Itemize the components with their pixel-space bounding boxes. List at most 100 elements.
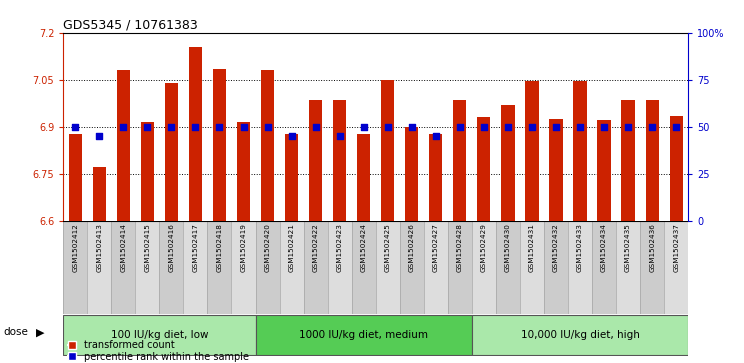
Bar bbox=[549, 119, 562, 220]
Bar bbox=[646, 100, 658, 220]
Text: 10,000 IU/kg diet, high: 10,000 IU/kg diet, high bbox=[521, 330, 640, 340]
Text: GSM1502419: GSM1502419 bbox=[240, 223, 246, 272]
Bar bbox=[304, 220, 327, 314]
Bar bbox=[213, 69, 226, 220]
Point bbox=[405, 124, 417, 130]
Legend: transformed count, percentile rank within the sample: transformed count, percentile rank withi… bbox=[68, 340, 248, 362]
Text: GDS5345 / 10761383: GDS5345 / 10761383 bbox=[63, 19, 198, 32]
Text: dose: dose bbox=[4, 327, 28, 337]
Text: ▶: ▶ bbox=[36, 327, 44, 337]
Bar bbox=[525, 81, 539, 220]
Text: GSM1502434: GSM1502434 bbox=[601, 223, 607, 272]
Text: GSM1502431: GSM1502431 bbox=[529, 223, 535, 272]
Text: GSM1502424: GSM1502424 bbox=[361, 223, 367, 272]
Point bbox=[286, 133, 298, 139]
Bar bbox=[574, 81, 587, 220]
FancyBboxPatch shape bbox=[472, 315, 688, 355]
Bar bbox=[333, 100, 346, 220]
Bar bbox=[184, 220, 208, 314]
Point bbox=[118, 124, 129, 130]
FancyBboxPatch shape bbox=[255, 315, 472, 355]
Bar bbox=[165, 83, 178, 220]
Bar bbox=[400, 220, 424, 314]
Bar bbox=[429, 134, 443, 220]
Point bbox=[622, 124, 634, 130]
Point bbox=[93, 133, 105, 139]
Bar bbox=[261, 70, 275, 220]
Point bbox=[430, 133, 442, 139]
Bar bbox=[670, 116, 683, 220]
Text: GSM1502436: GSM1502436 bbox=[650, 223, 655, 272]
Bar bbox=[376, 220, 400, 314]
Bar bbox=[141, 122, 154, 220]
Text: GSM1502422: GSM1502422 bbox=[312, 223, 318, 272]
Bar bbox=[544, 220, 568, 314]
Bar bbox=[68, 134, 82, 220]
Text: GSM1502433: GSM1502433 bbox=[577, 223, 583, 272]
Bar bbox=[135, 220, 159, 314]
Point bbox=[190, 124, 202, 130]
Bar bbox=[597, 120, 611, 220]
Bar bbox=[117, 70, 130, 220]
Text: GSM1502426: GSM1502426 bbox=[408, 223, 414, 272]
Text: GSM1502429: GSM1502429 bbox=[481, 223, 487, 272]
Text: GSM1502423: GSM1502423 bbox=[337, 223, 343, 272]
Text: GSM1502415: GSM1502415 bbox=[144, 223, 150, 272]
Point bbox=[598, 124, 610, 130]
Point bbox=[334, 133, 346, 139]
Bar bbox=[381, 79, 394, 220]
Bar bbox=[352, 220, 376, 314]
FancyBboxPatch shape bbox=[63, 315, 255, 355]
Point bbox=[310, 124, 321, 130]
Bar bbox=[448, 220, 472, 314]
Bar bbox=[453, 100, 466, 220]
Bar bbox=[159, 220, 184, 314]
Point bbox=[502, 124, 514, 130]
Bar bbox=[664, 220, 688, 314]
Text: GSM1502417: GSM1502417 bbox=[193, 223, 199, 272]
Bar bbox=[621, 100, 635, 220]
Bar bbox=[405, 127, 418, 220]
Point bbox=[454, 124, 466, 130]
Bar bbox=[640, 220, 664, 314]
Point bbox=[647, 124, 658, 130]
Point bbox=[358, 124, 370, 130]
Point bbox=[237, 124, 249, 130]
Text: GSM1502420: GSM1502420 bbox=[265, 223, 271, 272]
Text: GSM1502412: GSM1502412 bbox=[72, 223, 78, 272]
Point bbox=[550, 124, 562, 130]
Text: GSM1502416: GSM1502416 bbox=[168, 223, 174, 272]
Point bbox=[574, 124, 586, 130]
Point bbox=[262, 124, 274, 130]
Text: 100 IU/kg diet, low: 100 IU/kg diet, low bbox=[111, 330, 208, 340]
Bar bbox=[472, 220, 496, 314]
Point bbox=[141, 124, 153, 130]
Bar bbox=[112, 220, 135, 314]
Text: GSM1502421: GSM1502421 bbox=[289, 223, 295, 272]
Bar bbox=[208, 220, 231, 314]
Point bbox=[382, 124, 394, 130]
Text: GSM1502418: GSM1502418 bbox=[217, 223, 222, 272]
Point bbox=[526, 124, 538, 130]
Bar bbox=[592, 220, 616, 314]
Bar bbox=[87, 220, 112, 314]
Text: GSM1502437: GSM1502437 bbox=[673, 223, 679, 272]
Point bbox=[214, 124, 225, 130]
Bar bbox=[478, 117, 490, 220]
Point bbox=[670, 124, 682, 130]
Bar bbox=[285, 134, 298, 220]
Bar bbox=[280, 220, 304, 314]
Bar bbox=[231, 220, 255, 314]
Bar bbox=[93, 167, 106, 220]
Text: GSM1502425: GSM1502425 bbox=[385, 223, 391, 272]
Point bbox=[165, 124, 177, 130]
Text: GSM1502413: GSM1502413 bbox=[96, 223, 102, 272]
Bar bbox=[568, 220, 592, 314]
Text: GSM1502414: GSM1502414 bbox=[121, 223, 126, 272]
Bar bbox=[616, 220, 640, 314]
Bar bbox=[309, 100, 322, 220]
Bar bbox=[63, 220, 87, 314]
Bar bbox=[520, 220, 544, 314]
Bar bbox=[237, 122, 250, 220]
Point bbox=[478, 124, 490, 130]
